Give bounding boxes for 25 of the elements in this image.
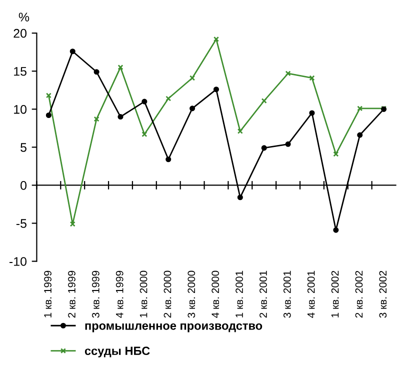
y-tick-label: 0	[20, 181, 27, 190]
x-tick-label: 4 кв. 1999	[116, 270, 124, 318]
y-tick-label: -10	[9, 257, 27, 266]
y-tick-label: -5	[16, 219, 26, 228]
y-tick-label: 5	[20, 143, 26, 152]
x-tick-label: 3 кв. 2002	[379, 270, 387, 318]
y-tick-label: 10	[14, 104, 27, 114]
x-tick-label: 3 кв. 1999	[92, 270, 100, 318]
x-tick-label: 2 кв. 2000	[164, 270, 172, 318]
legend-label: промышленное производство	[85, 323, 262, 332]
x-tick-label: 4 кв. 2000	[212, 270, 220, 318]
x-tick-label: 3 кв. 2000	[188, 270, 196, 318]
y-tick-label: 20	[14, 28, 27, 38]
x-tick-label: 2 кв. 2002	[355, 270, 363, 318]
x-tick-label: 1 кв. 2000	[140, 270, 148, 318]
y-axis-title: %	[18, 12, 30, 22]
legend-label: ссуды НБС	[84, 346, 150, 358]
x-tick-label: 1 кв. 1999	[44, 270, 52, 318]
x-tick-label: 2 кв. 2001	[260, 270, 267, 318]
x-tick-label: 4 кв. 2001	[307, 270, 315, 318]
x-tick-label: 2 кв. 1999	[68, 270, 76, 318]
x-tick-label: 1 кв. 2002	[331, 270, 339, 318]
x-tick-label: 1 кв. 2001	[236, 270, 243, 318]
y-tick-label: 15	[14, 67, 26, 76]
x-tick-label: 3 кв. 2001	[283, 270, 291, 318]
